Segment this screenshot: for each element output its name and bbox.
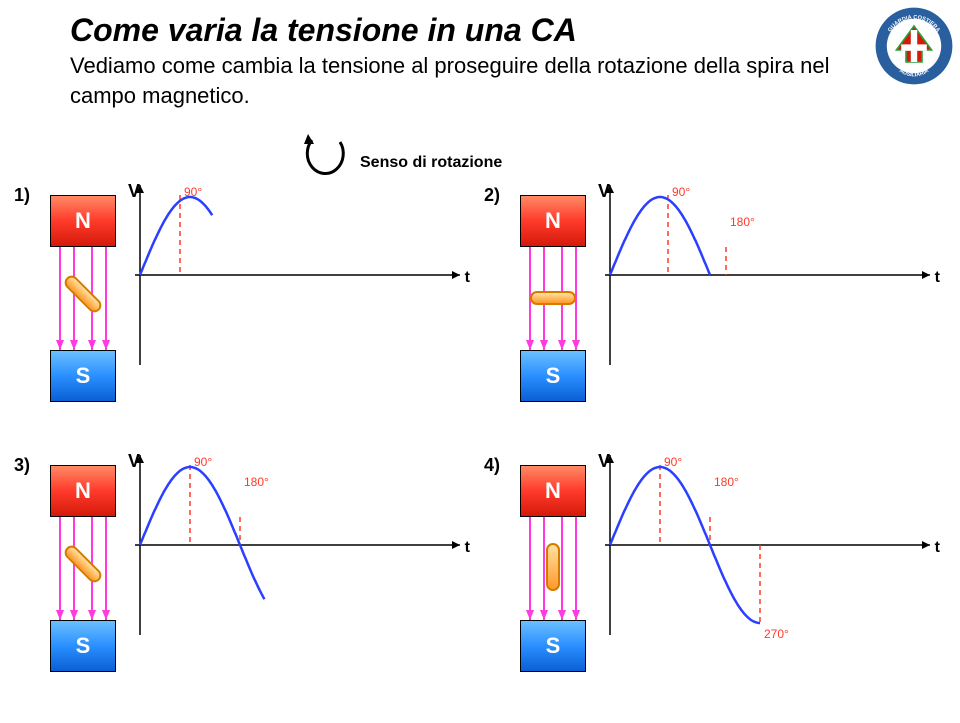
- north-pole: N: [520, 195, 586, 247]
- south-pole: S: [50, 350, 116, 402]
- coil-icon: [530, 291, 576, 305]
- subtitle-1: Vediamo come cambia la tensione al prose…: [0, 49, 960, 79]
- panel-2: 2) N S V t 90°180°: [490, 185, 950, 435]
- panel-number-2: 2): [484, 185, 500, 206]
- rotation-arrow-icon: [300, 130, 350, 185]
- panel-number-1: 1): [14, 185, 30, 206]
- south-pole: S: [50, 620, 116, 672]
- panel-3: 3) N S V t 90°180°: [20, 455, 480, 705]
- graph-1: V t 90°: [130, 185, 470, 365]
- south-pole: S: [520, 350, 586, 402]
- graph-4: V t 90°180°270°: [600, 455, 940, 635]
- graph-2: V t 90°180°: [600, 185, 940, 365]
- south-pole: S: [520, 620, 586, 672]
- panels-container: 1) N S V t 90° 2) N S V t 90°180°: [0, 185, 960, 705]
- coil-icon: [546, 543, 560, 591]
- magnet-assembly-2: N S: [520, 195, 590, 415]
- north-pole: N: [520, 465, 586, 517]
- page-title: Come varia la tensione in una CA: [0, 0, 960, 49]
- panel-4: 4) N S V t 90°180°270°: [490, 455, 950, 705]
- north-pole: N: [50, 465, 116, 517]
- magnet-assembly-4: N S: [520, 465, 590, 685]
- panel-1: 1) N S V t 90°: [20, 185, 480, 435]
- panel-number-3: 3): [14, 455, 30, 476]
- magnet-assembly-3: N S: [50, 465, 120, 685]
- logo-guardia-costiera: GUARDIA COSTIERA AUSILIARIA: [874, 6, 954, 86]
- graph-3: V t 90°180°: [130, 455, 470, 635]
- subtitle-2: campo magnetico.: [0, 79, 960, 109]
- panel-number-4: 4): [484, 455, 500, 476]
- rotation-label: Senso di rotazione: [360, 154, 502, 172]
- north-pole: N: [50, 195, 116, 247]
- magnet-assembly-1: N S: [50, 195, 120, 415]
